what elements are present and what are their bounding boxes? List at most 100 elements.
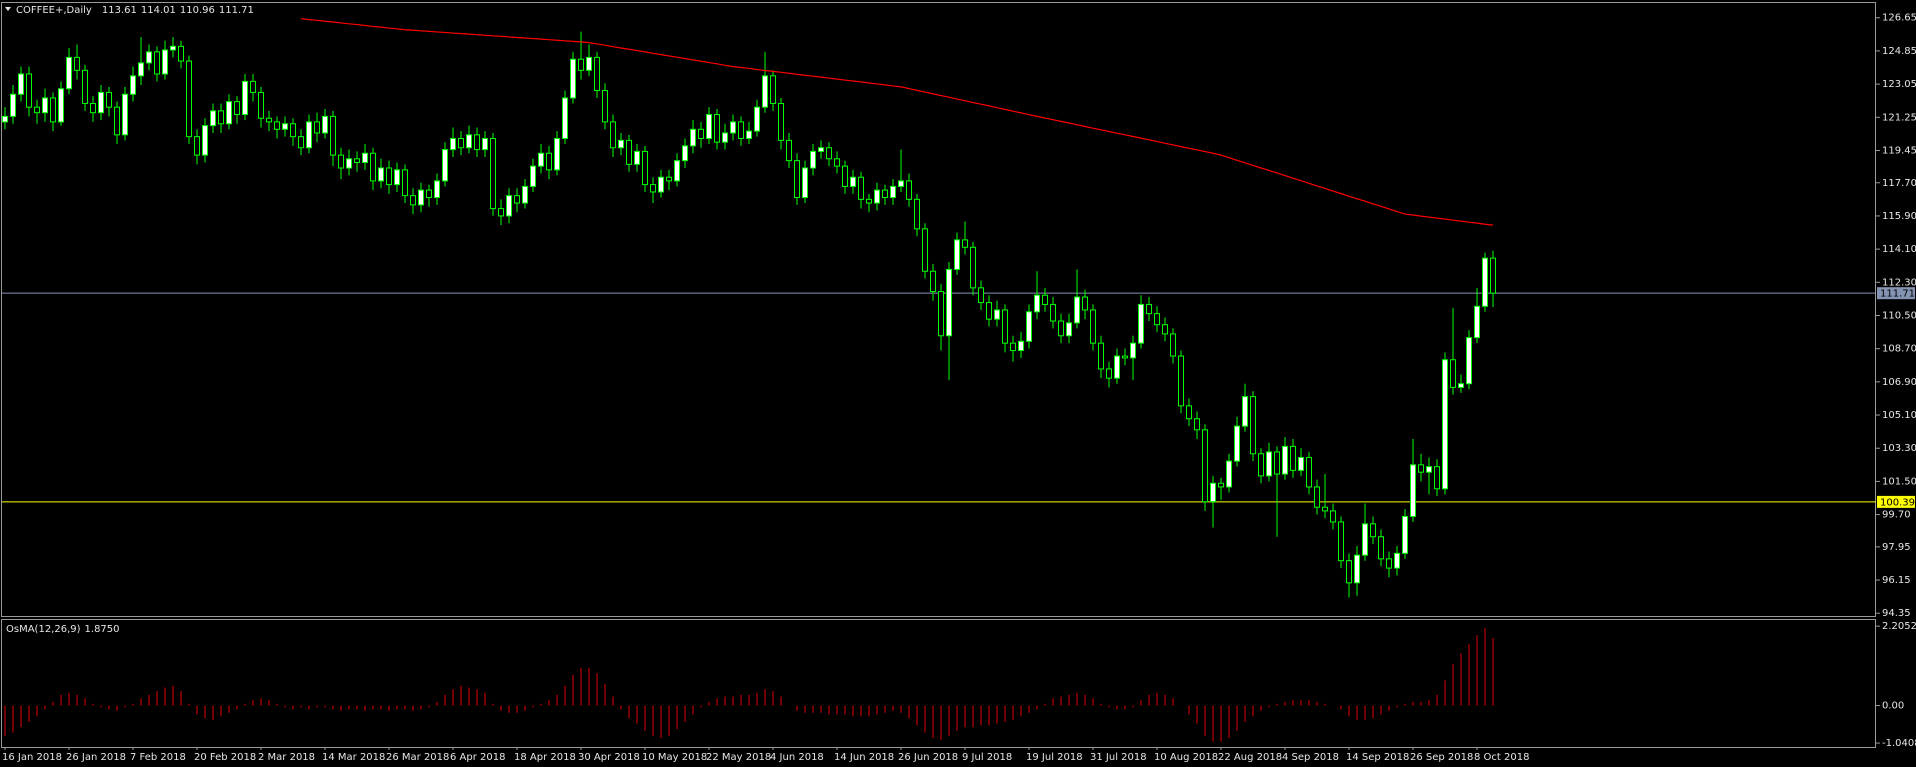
candle-body [1434, 466, 1440, 490]
x-tick-label: 26 Sep 2018 [1410, 752, 1473, 763]
candle-body [370, 152, 376, 182]
candle-body [1458, 383, 1464, 388]
candle-body [74, 56, 80, 71]
candle-body [1442, 359, 1448, 490]
chart-title: COFFEE+,Daily [16, 5, 92, 16]
candle-body [1010, 342, 1016, 352]
candle-body [874, 189, 880, 204]
x-tick-label: 14 Mar 2018 [322, 752, 385, 763]
candle-body [666, 176, 672, 182]
y2-tick-label: -1.0408 [1882, 738, 1916, 749]
candle-body [186, 60, 192, 138]
candle-body [978, 287, 984, 304]
y-tick-label: 101.50 [1882, 476, 1916, 487]
candle-body [354, 158, 360, 163]
candle-body [18, 73, 24, 95]
candle-body [1490, 257, 1496, 294]
x-tick-label: 2 Mar 2018 [258, 752, 315, 763]
candle-body [850, 176, 856, 187]
x-tick-label: 10 Aug 2018 [1154, 752, 1218, 763]
candle-body [826, 147, 832, 160]
indicator-panel-frame [1, 619, 1876, 748]
candle-body [50, 97, 56, 123]
candle-body [1002, 309, 1008, 344]
candle-body [1282, 445, 1288, 475]
x-tick-label: 6 Apr 2018 [450, 752, 505, 763]
candle-body [410, 195, 416, 206]
candle-body [298, 136, 304, 149]
level-label-box [1877, 287, 1915, 300]
candle-body [626, 139, 632, 165]
candle-body [1050, 303, 1056, 322]
candle-body [714, 114, 720, 143]
candle-body [898, 180, 904, 187]
candle-body [114, 106, 120, 136]
candle-body [1322, 506, 1328, 512]
y-tick-label: 103.30 [1882, 443, 1916, 454]
candle-body [554, 138, 560, 171]
candle-body [218, 110, 224, 125]
x-tick-label: 10 May 2018 [642, 752, 707, 763]
candle-body [1338, 521, 1344, 562]
candle-body [242, 80, 248, 116]
candle-body [762, 75, 768, 108]
candle-body [2, 115, 8, 123]
candle-body [98, 91, 104, 114]
candle-body [1210, 482, 1216, 503]
candle-body [562, 97, 568, 140]
candle-body [882, 189, 888, 199]
candle-body [490, 138, 496, 210]
candle-body [482, 138, 488, 151]
candle-body [1186, 405, 1192, 420]
candle-body [1226, 460, 1232, 488]
x-tick-label: 30 Apr 2018 [578, 752, 640, 763]
level-label: 100.39 [1880, 497, 1915, 508]
candle-body [362, 152, 368, 163]
y-tick-label: 112.30 [1882, 277, 1916, 288]
candle-body [1146, 303, 1152, 315]
candle-body [962, 239, 968, 248]
candle-body [602, 90, 608, 123]
y-tick-label: 119.45 [1882, 145, 1916, 156]
x-tick-label: 16 Jan 2018 [2, 752, 62, 763]
candle-body [498, 208, 504, 217]
candle-body [1274, 451, 1280, 475]
candle-body [402, 169, 408, 197]
candle-body [650, 184, 656, 193]
y-tick-label: 126.65 [1882, 13, 1916, 24]
menu-triangle[interactable] [5, 7, 11, 11]
candle-body [306, 121, 312, 149]
y-tick-label: 110.50 [1882, 310, 1916, 321]
y-tick-label: 96.15 [1882, 575, 1911, 586]
candle-body [458, 138, 464, 149]
y-tick-label: 108.70 [1882, 344, 1916, 355]
candle-body [1026, 311, 1032, 342]
candle-body [658, 176, 664, 193]
y-tick-label: 117.70 [1882, 178, 1916, 189]
candle-body [1298, 456, 1304, 471]
candle-body [1266, 451, 1272, 477]
candle-body [786, 139, 792, 162]
candle-body [290, 123, 296, 138]
candle-body [1138, 303, 1144, 344]
candle-body [386, 167, 392, 186]
candle-body [802, 167, 808, 199]
y-tick-label: 105.10 [1882, 410, 1916, 421]
candle-body [938, 291, 944, 337]
candle-body [258, 91, 264, 119]
candle-body [1018, 340, 1024, 352]
candle-body [194, 136, 200, 156]
candle-body [1402, 515, 1408, 554]
candle-body [1306, 456, 1312, 488]
candle-body [866, 198, 872, 204]
x-tick-label: 7 Feb 2018 [130, 752, 186, 763]
candle-body [634, 150, 640, 165]
candle-body [210, 110, 216, 127]
candle-body [1090, 309, 1096, 344]
candle-body [178, 45, 184, 62]
candle-body [682, 145, 688, 162]
candle-body [586, 56, 592, 71]
candle-body [1202, 429, 1208, 503]
